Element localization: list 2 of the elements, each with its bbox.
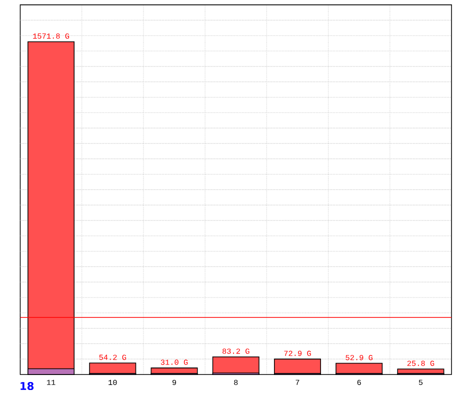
text: 18 [20,382,34,390]
bar [274,358,321,375]
